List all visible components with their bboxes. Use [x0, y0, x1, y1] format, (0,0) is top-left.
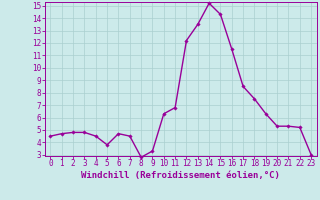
- X-axis label: Windchill (Refroidissement éolien,°C): Windchill (Refroidissement éolien,°C): [81, 171, 280, 180]
